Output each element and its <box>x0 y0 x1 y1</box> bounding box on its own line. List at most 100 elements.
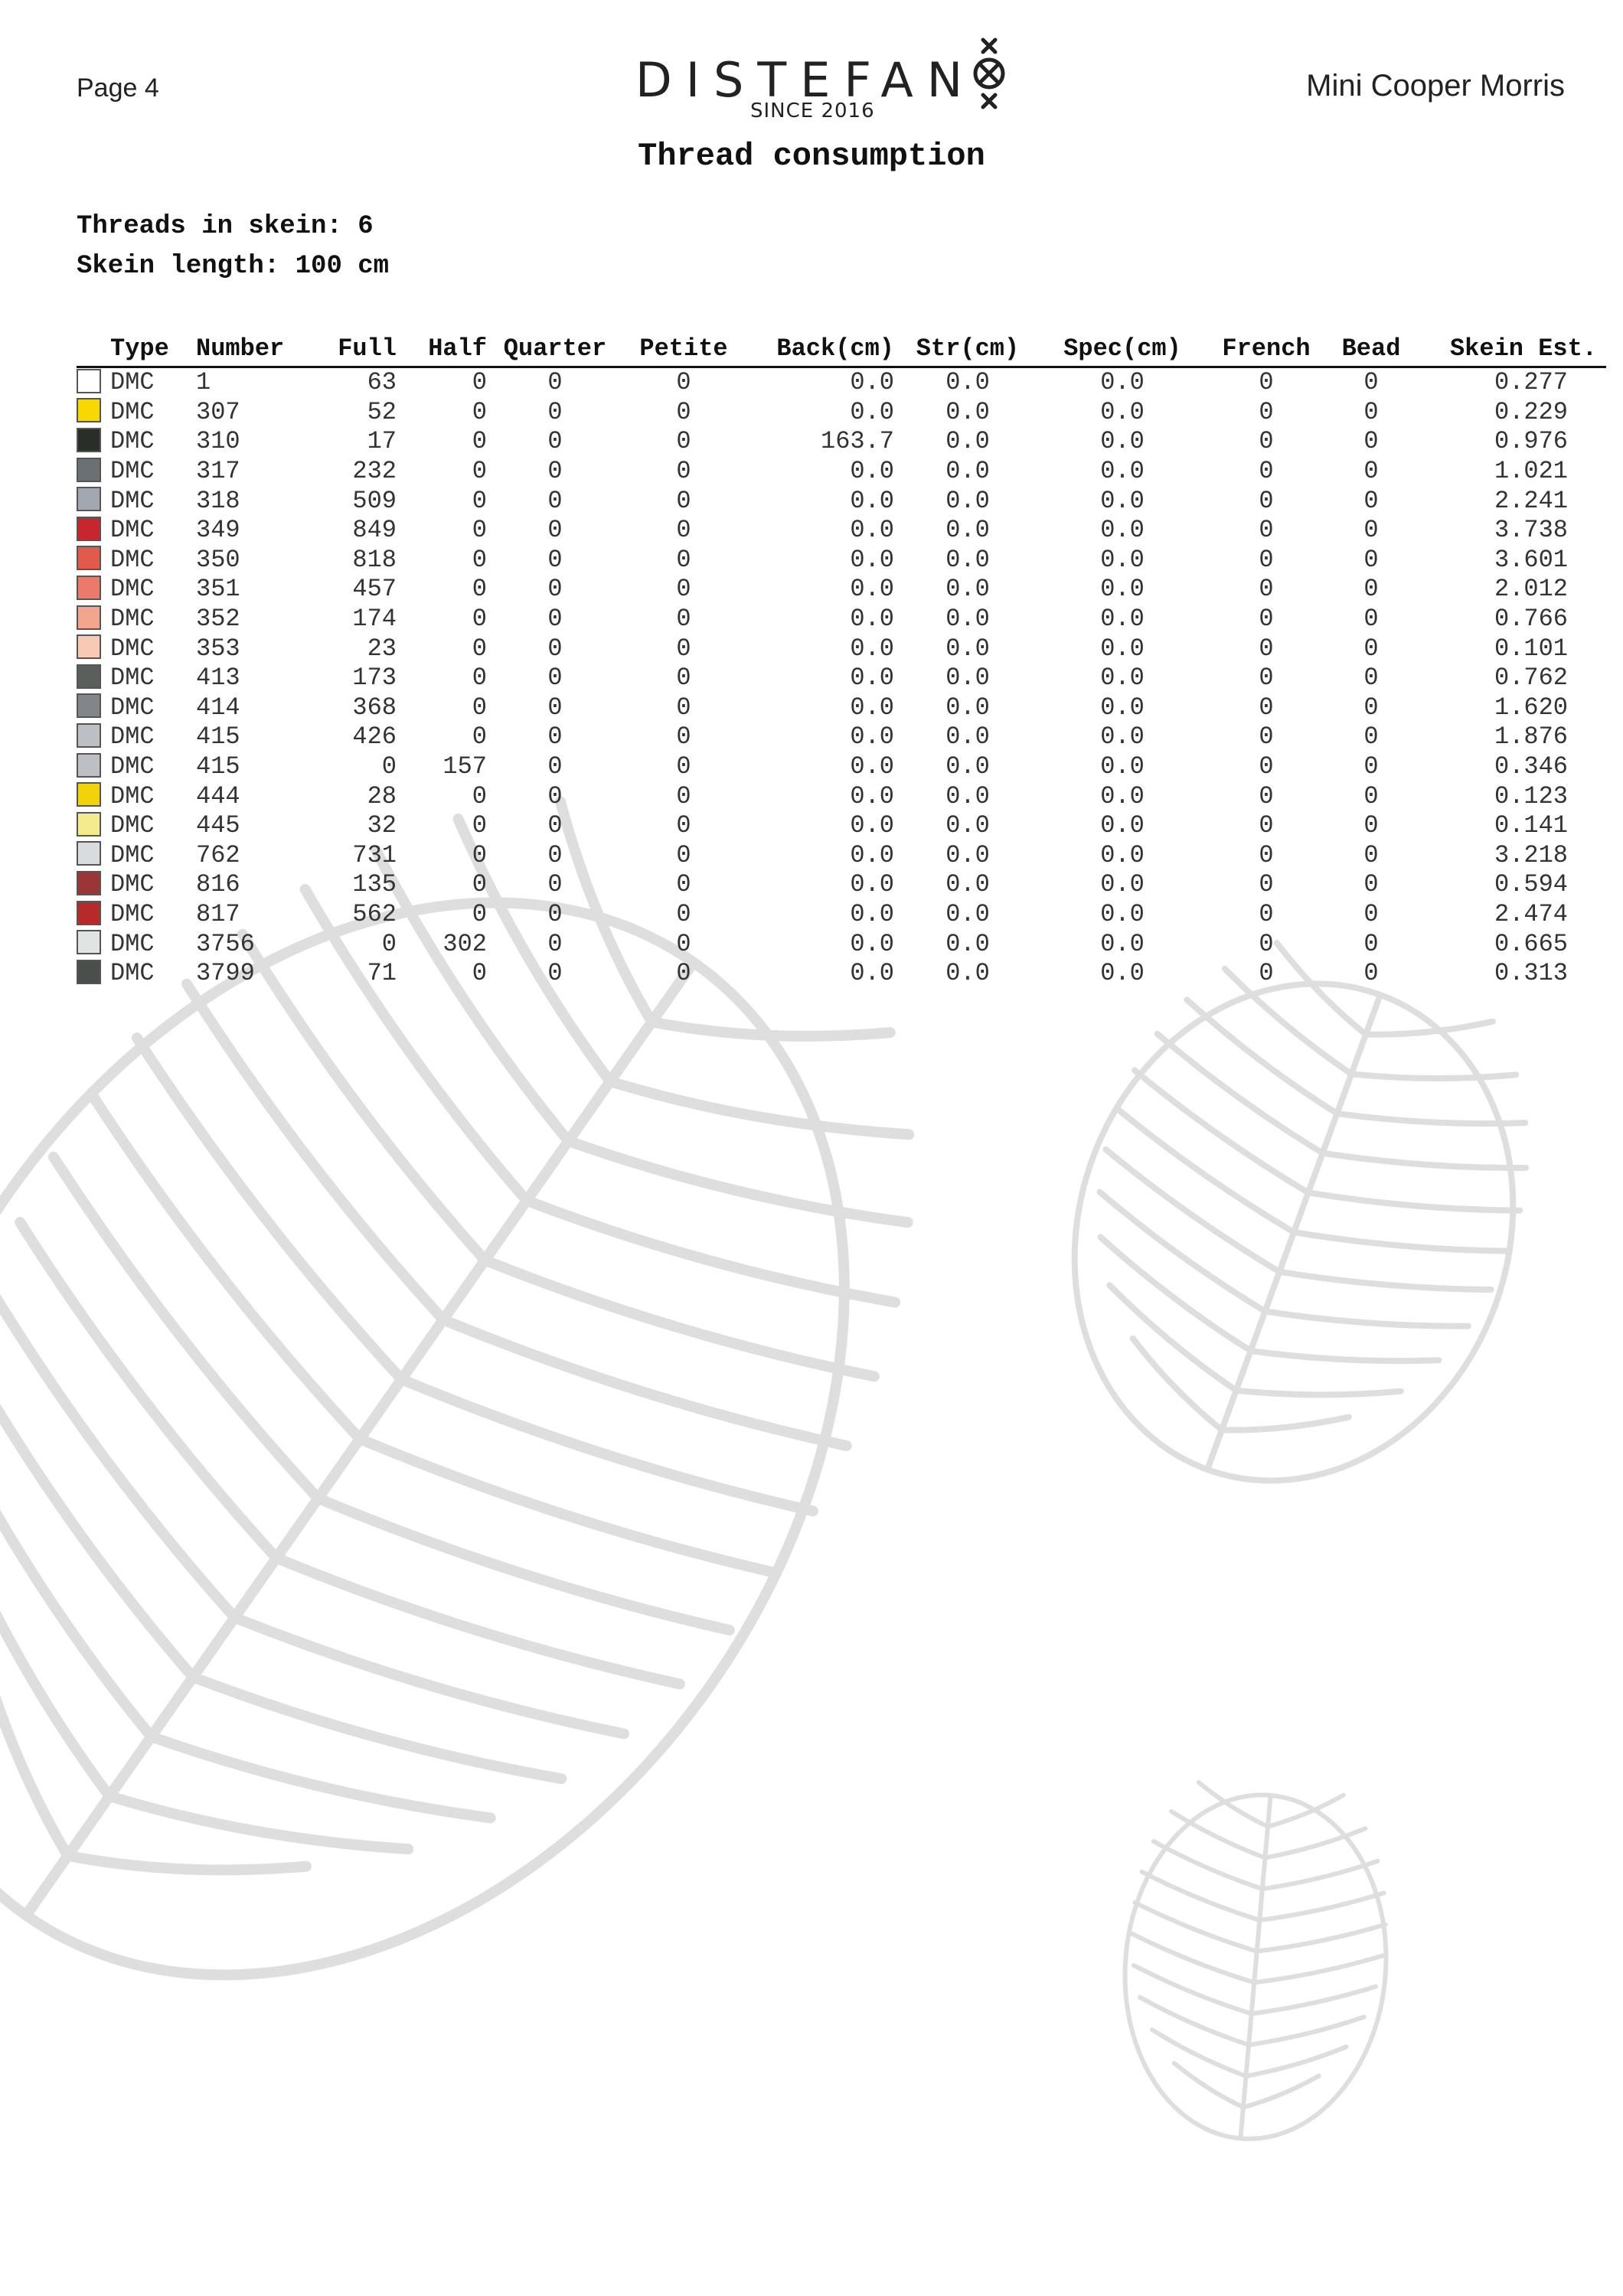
cell-number: 350 <box>196 545 240 574</box>
cell-bead: 0 <box>1363 870 1379 899</box>
threads-in-skein: Threads in skein: 6 <box>77 212 374 241</box>
table-row: DMC 351 457 0 0 0 0.0 0.0 0.0 0 0 2.012 <box>77 575 1606 605</box>
table-row: DMC 352 174 0 0 0 0.0 0.0 0.0 0 0 0.766 <box>77 605 1606 634</box>
cell-back: 0.0 <box>850 634 894 663</box>
cell-half: 0 <box>472 486 487 515</box>
cell-full: 63 <box>367 368 397 397</box>
cell-number: 310 <box>196 427 240 456</box>
cell-spec: 0.0 <box>1100 486 1145 515</box>
cell-skein: 0.766 <box>1494 605 1568 634</box>
color-swatch-cell <box>77 516 110 546</box>
cell-skein: 0.277 <box>1494 368 1568 397</box>
cell-type: DMC <box>110 959 155 988</box>
cell-french: 0 <box>1259 664 1274 693</box>
cell-french: 0 <box>1259 634 1274 663</box>
cell-quarter: 0 <box>547 752 563 781</box>
cell-bead: 0 <box>1363 722 1379 752</box>
cell-type: DMC <box>110 486 155 515</box>
color-swatch <box>77 605 101 630</box>
cell-back: 0.0 <box>850 457 894 486</box>
cell-full: 509 <box>352 486 397 515</box>
cell-spec: 0.0 <box>1100 870 1145 899</box>
cell-petite: 0 <box>676 870 691 899</box>
cell-str: 0.0 <box>945 959 990 988</box>
cell-quarter: 0 <box>547 840 563 869</box>
cell-str: 0.0 <box>945 486 990 515</box>
cell-back: 0.0 <box>850 368 894 397</box>
cell-number: 349 <box>196 516 240 545</box>
color-swatch-cell <box>77 870 110 900</box>
cell-petite: 0 <box>676 516 691 545</box>
color-swatch-cell <box>77 367 110 398</box>
cell-spec: 0.0 <box>1100 545 1145 574</box>
cell-skein: 3.601 <box>1494 545 1568 574</box>
cell-spec: 0.0 <box>1100 752 1145 781</box>
table-row: DMC 349 849 0 0 0 0.0 0.0 0.0 0 0 3.738 <box>77 516 1606 546</box>
cell-back: 0.0 <box>850 811 894 840</box>
cell-half: 0 <box>472 811 487 840</box>
cell-full: 52 <box>367 397 397 426</box>
cell-str: 0.0 <box>945 575 990 604</box>
cell-bead: 0 <box>1363 959 1379 988</box>
header-quarter: Quarter <box>487 332 623 368</box>
cell-type: DMC <box>110 752 155 781</box>
cell-bead: 0 <box>1363 840 1379 869</box>
cell-str: 0.0 <box>945 545 990 574</box>
cell-number: 445 <box>196 811 240 840</box>
cell-str: 0.0 <box>945 722 990 752</box>
cell-skein: 0.594 <box>1494 870 1568 899</box>
cell-number: 3799 <box>196 959 255 988</box>
cell-number: 307 <box>196 397 240 426</box>
cell-bead: 0 <box>1363 397 1379 426</box>
cell-spec: 0.0 <box>1100 457 1145 486</box>
color-swatch-cell <box>77 398 110 428</box>
cell-half: 0 <box>472 693 487 722</box>
cell-quarter: 0 <box>547 722 563 752</box>
color-swatch-cell <box>77 634 110 664</box>
cell-petite: 0 <box>676 427 691 456</box>
table-row: DMC 445 32 0 0 0 0.0 0.0 0.0 0 0 0.141 <box>77 811 1606 841</box>
cell-spec: 0.0 <box>1100 811 1145 840</box>
cell-half: 0 <box>472 427 487 456</box>
color-swatch <box>77 576 101 600</box>
cell-bead: 0 <box>1363 575 1379 604</box>
cell-bead: 0 <box>1363 781 1379 810</box>
cell-str: 0.0 <box>945 840 990 869</box>
cell-type: DMC <box>110 664 155 693</box>
cell-quarter: 0 <box>547 693 563 722</box>
cell-quarter: 0 <box>547 899 563 928</box>
color-swatch-cell <box>77 427 110 457</box>
cell-quarter: 0 <box>547 870 563 899</box>
cell-quarter: 0 <box>547 929 563 958</box>
cell-petite: 0 <box>676 722 691 752</box>
page-number: Page 4 <box>77 73 159 103</box>
skein-info: Threads in skein: 6 Skein length: 100 cm <box>77 207 389 286</box>
cell-number: 3756 <box>196 929 255 958</box>
cell-spec: 0.0 <box>1100 664 1145 693</box>
table-row: DMC 318 509 0 0 0 0.0 0.0 0.0 0 0 2.241 <box>77 486 1606 516</box>
table-row: DMC 3756 0 302 0 0 0.0 0.0 0.0 0 0 0.665 <box>77 929 1606 959</box>
color-swatch-cell <box>77 959 110 989</box>
cell-french: 0 <box>1259 811 1274 840</box>
cell-str: 0.0 <box>945 516 990 545</box>
cell-str: 0.0 <box>945 457 990 486</box>
cell-full: 232 <box>352 457 397 486</box>
cell-type: DMC <box>110 605 155 634</box>
cell-skein: 3.738 <box>1494 516 1568 545</box>
header-str: Str(cm) <box>894 332 1041 368</box>
cell-half: 0 <box>472 457 487 486</box>
table-row: DMC 415 0 157 0 0 0.0 0.0 0.0 0 0 0.346 <box>77 752 1606 782</box>
cell-petite: 0 <box>676 486 691 515</box>
cell-quarter: 0 <box>547 634 563 663</box>
cell-number: 414 <box>196 693 240 722</box>
cell-full: 562 <box>352 899 397 928</box>
cell-half: 0 <box>472 899 487 928</box>
monstera-leaf <box>0 796 915 1981</box>
cell-petite: 0 <box>676 575 691 604</box>
cell-quarter: 0 <box>547 605 563 634</box>
color-swatch <box>77 841 101 866</box>
cell-spec: 0.0 <box>1100 929 1145 958</box>
cell-spec: 0.0 <box>1100 516 1145 545</box>
color-swatch <box>77 634 101 660</box>
cell-spec: 0.0 <box>1100 722 1145 752</box>
